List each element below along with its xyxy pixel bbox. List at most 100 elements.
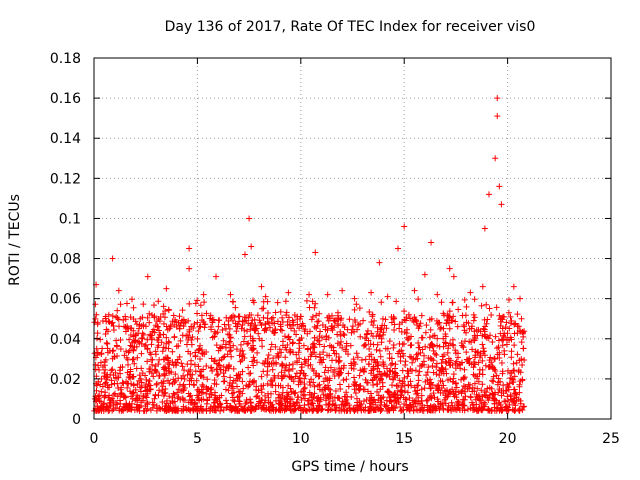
scatter-marker bbox=[160, 392, 167, 399]
scatter-marker bbox=[230, 365, 237, 372]
scatter-marker bbox=[288, 396, 295, 403]
scatter-marker bbox=[371, 356, 378, 363]
scatter-marker bbox=[229, 406, 236, 413]
scatter-marker bbox=[115, 316, 122, 323]
scatter-marker bbox=[469, 388, 476, 395]
scatter-marker bbox=[279, 384, 286, 391]
scatter-marker bbox=[175, 375, 182, 382]
scatter-marker bbox=[513, 359, 520, 366]
scatter-marker bbox=[342, 348, 349, 355]
scatter-marker bbox=[365, 360, 372, 367]
scatter-marker bbox=[369, 376, 376, 383]
scatter-marker bbox=[302, 407, 309, 414]
scatter-marker bbox=[195, 392, 202, 399]
scatter-marker bbox=[284, 393, 291, 400]
scatter-marker bbox=[113, 342, 120, 349]
scatter-marker bbox=[275, 394, 282, 401]
scatter-marker bbox=[151, 302, 158, 309]
scatter-marker bbox=[222, 367, 229, 374]
scatter-marker bbox=[377, 401, 384, 408]
scatter-marker bbox=[276, 346, 283, 353]
scatter-marker bbox=[436, 372, 443, 379]
scatter-marker bbox=[469, 346, 476, 353]
scatter-marker bbox=[216, 400, 223, 407]
scatter-marker bbox=[108, 377, 115, 384]
scatter-marker bbox=[125, 361, 132, 368]
scatter-point bbox=[394, 245, 401, 252]
scatter-marker bbox=[173, 406, 180, 413]
scatter-marker bbox=[516, 389, 523, 396]
scatter-marker bbox=[426, 316, 433, 323]
scatter-marker bbox=[113, 313, 120, 320]
scatter-marker bbox=[373, 373, 380, 380]
scatter-marker bbox=[229, 298, 236, 305]
scatter-marker bbox=[128, 393, 135, 400]
scatter-marker bbox=[162, 363, 169, 370]
scatter-marker bbox=[390, 376, 397, 383]
scatter-marker bbox=[353, 350, 360, 357]
scatter-marker bbox=[471, 314, 478, 321]
scatter-marker bbox=[94, 349, 101, 356]
scatter-marker bbox=[233, 328, 240, 335]
scatter-marker bbox=[512, 390, 519, 397]
scatter-marker bbox=[134, 354, 141, 361]
scatter-marker bbox=[374, 388, 381, 395]
scatter-marker bbox=[291, 327, 298, 334]
scatter-marker bbox=[389, 368, 396, 375]
scatter-marker bbox=[343, 389, 350, 396]
scatter-marker bbox=[330, 317, 337, 324]
scatter-marker bbox=[160, 320, 167, 327]
scatter-marker bbox=[388, 355, 395, 362]
scatter-marker bbox=[222, 344, 229, 351]
scatter-marker bbox=[313, 312, 320, 319]
scatter-marker bbox=[461, 323, 468, 330]
scatter-marker bbox=[327, 315, 334, 322]
scatter-marker bbox=[93, 387, 100, 394]
scatter-marker bbox=[245, 364, 252, 371]
scatter-marker bbox=[355, 405, 362, 412]
scatter-point bbox=[401, 223, 408, 230]
scatter-marker bbox=[300, 323, 307, 330]
scatter-marker bbox=[94, 321, 101, 328]
scatter-marker bbox=[274, 299, 281, 306]
scatter-marker bbox=[185, 406, 192, 413]
scatter-marker bbox=[418, 334, 425, 341]
scatter-marker bbox=[514, 330, 521, 337]
scatter-marker bbox=[422, 378, 429, 385]
scatter-marker bbox=[255, 400, 262, 407]
scatter-marker bbox=[136, 372, 143, 379]
scatter-marker bbox=[311, 383, 318, 390]
scatter-marker bbox=[161, 406, 168, 413]
scatter-marker bbox=[107, 371, 114, 378]
scatter-marker bbox=[169, 348, 176, 355]
scatter-marker bbox=[417, 406, 424, 413]
scatter-marker bbox=[146, 310, 153, 317]
scatter-marker bbox=[341, 324, 348, 331]
scatter-marker bbox=[365, 337, 372, 344]
scatter-marker bbox=[294, 394, 301, 401]
scatter-marker bbox=[298, 389, 305, 396]
scatter-marker bbox=[379, 383, 386, 390]
scatter-marker bbox=[124, 406, 131, 413]
scatter-marker bbox=[117, 364, 124, 371]
scatter-marker bbox=[131, 344, 138, 351]
scatter-marker bbox=[514, 311, 521, 318]
scatter-marker bbox=[311, 344, 318, 351]
scatter-marker bbox=[188, 336, 195, 343]
scatter-marker bbox=[475, 359, 482, 366]
scatter-marker bbox=[408, 341, 415, 348]
scatter-marker bbox=[502, 404, 509, 411]
scatter-marker bbox=[212, 330, 219, 337]
scatter-marker bbox=[267, 346, 274, 353]
scatter-marker bbox=[249, 347, 256, 354]
scatter-marker bbox=[447, 340, 454, 347]
scatter-marker bbox=[209, 368, 216, 375]
scatter-marker bbox=[201, 299, 208, 306]
scatter-marker bbox=[92, 315, 99, 322]
scatter-marker bbox=[519, 329, 526, 336]
scatter-marker bbox=[262, 321, 269, 328]
scatter-marker bbox=[450, 375, 457, 382]
scatter-marker bbox=[124, 380, 131, 387]
scatter-marker bbox=[405, 381, 412, 388]
scatter-marker bbox=[322, 383, 329, 390]
